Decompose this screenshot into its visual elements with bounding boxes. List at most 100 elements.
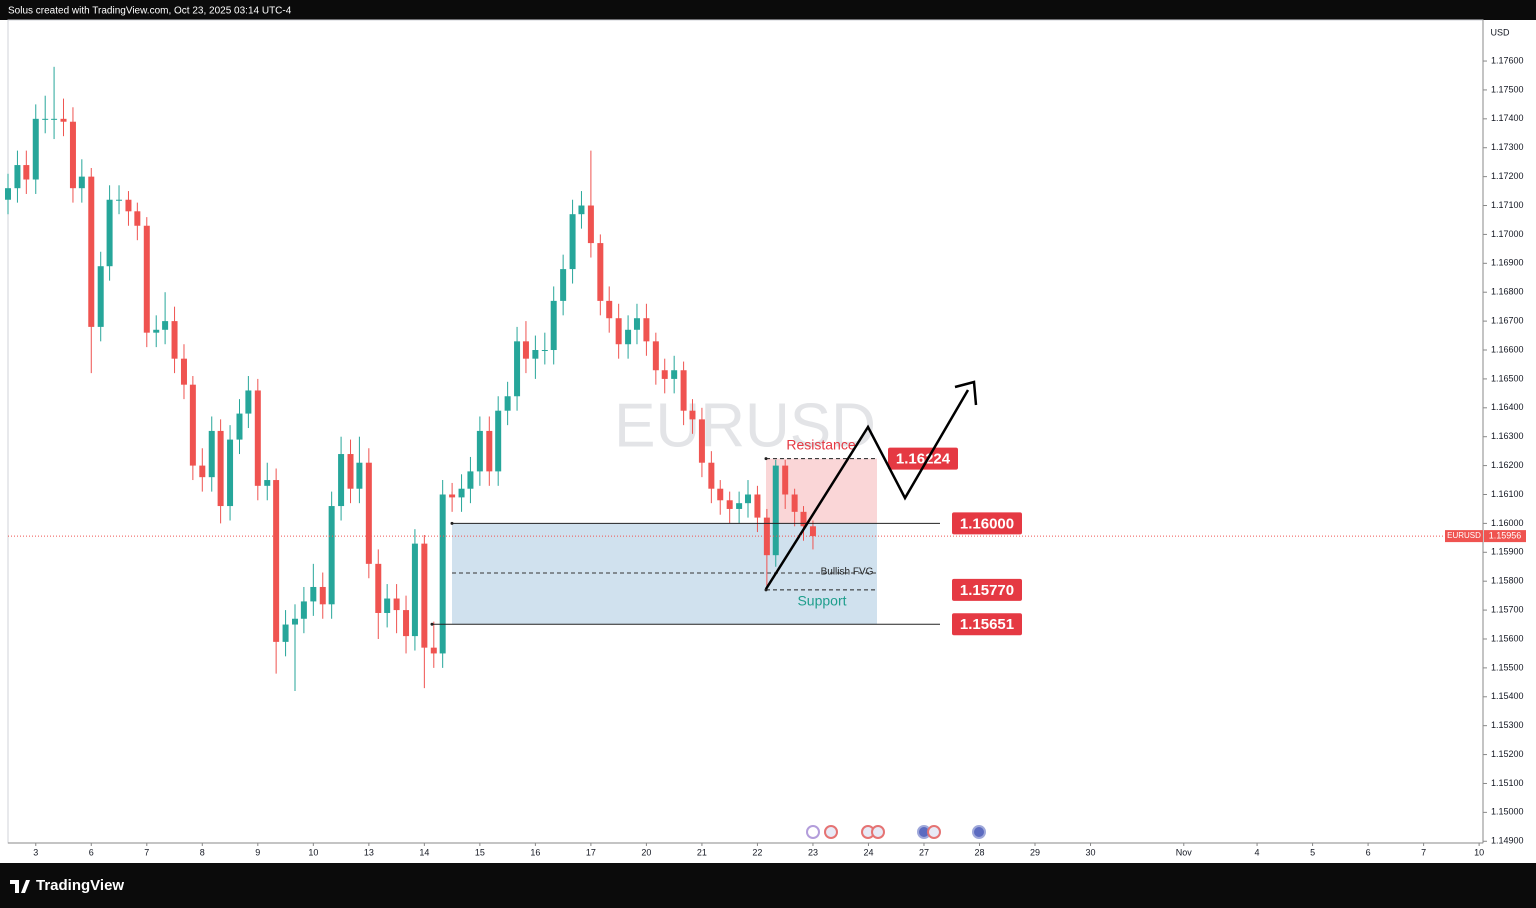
candle-body <box>522 341 529 359</box>
x-tick-label: 7 <box>144 847 149 857</box>
y-tick-label: 1.17100 <box>1491 200 1524 210</box>
candle-body <box>661 370 668 379</box>
level-label: 1.15770 <box>960 582 1014 599</box>
candle-body <box>217 430 224 507</box>
candle-body <box>625 329 632 345</box>
price-tag-box <box>1484 530 1526 543</box>
y-tick-label: 1.15000 <box>1491 807 1524 817</box>
y-tick-label: 1.17400 <box>1491 113 1524 123</box>
candle-body <box>310 586 317 602</box>
resistance-label: Resistance <box>786 437 855 453</box>
candle-body <box>615 318 622 345</box>
candle-body <box>319 586 326 605</box>
footer-bar <box>0 863 1536 908</box>
candle-body <box>782 465 789 495</box>
candle-body <box>736 503 743 509</box>
level-label-box <box>952 578 1022 601</box>
candle-body <box>328 506 335 605</box>
x-tick-label: 28 <box>974 847 984 857</box>
candle-body <box>744 494 751 504</box>
candle-body <box>23 165 30 180</box>
candle-body <box>375 563 382 613</box>
support-zone <box>452 523 877 625</box>
y-tick-label: 1.17200 <box>1491 171 1524 181</box>
y-tick-label: 1.17300 <box>1491 142 1524 152</box>
x-tick-label: 21 <box>697 847 707 857</box>
brand-logo <box>10 880 30 893</box>
level-anchor <box>430 622 434 626</box>
x-tick-label: 16 <box>530 847 540 857</box>
candle-body <box>14 165 21 189</box>
plot-area <box>7 19 1484 844</box>
y-tick-label: 1.15900 <box>1491 547 1524 557</box>
candle-body <box>754 494 761 518</box>
candle-body <box>486 430 493 472</box>
candle-body <box>587 205 594 244</box>
candle-body <box>227 439 234 507</box>
candle-body <box>32 118 39 180</box>
candle-body <box>597 243 604 301</box>
y-tick-label: 1.14900 <box>1491 836 1524 846</box>
candle-body <box>633 318 640 330</box>
level-label: 1.16224 <box>896 451 951 468</box>
y-tick-label: 1.17600 <box>1491 55 1524 65</box>
y-tick-label: 1.16000 <box>1491 518 1524 528</box>
y-tick-label: 1.17000 <box>1491 229 1524 239</box>
candle-body <box>347 454 354 489</box>
header-bar <box>0 0 1536 20</box>
candle-body <box>772 465 779 556</box>
candle-body <box>680 370 687 411</box>
candle-body <box>245 390 252 414</box>
candle-body <box>476 430 483 472</box>
candle-body <box>800 511 807 527</box>
candle-body <box>365 462 372 564</box>
x-tick-label: 9 <box>255 847 260 857</box>
x-tick-label: 10 <box>1474 847 1484 857</box>
y-tick-label: 1.15500 <box>1491 662 1524 672</box>
candle-body <box>541 350 548 352</box>
x-tick-label: 14 <box>419 847 429 857</box>
candle-body <box>717 488 724 501</box>
candle-body <box>430 647 437 654</box>
candle-body <box>143 225 150 333</box>
candle-body <box>5 188 11 200</box>
level-anchor <box>450 521 454 525</box>
candle-body <box>403 610 410 637</box>
candle-body <box>532 350 539 359</box>
y-tick-label: 1.16900 <box>1491 258 1524 268</box>
candle-body <box>254 390 261 486</box>
y-tick-label: 1.15200 <box>1491 749 1524 759</box>
candle-body <box>97 266 104 327</box>
candle-body <box>162 321 169 330</box>
x-tick-label: 13 <box>364 847 374 857</box>
projection-arrowhead <box>954 380 978 406</box>
candle-body <box>578 205 585 215</box>
level-label-box <box>888 447 958 470</box>
x-tick-label: 4 <box>1255 847 1260 857</box>
candle-body <box>726 500 733 509</box>
x-tick-label: 23 <box>808 847 818 857</box>
candle-body <box>292 618 299 625</box>
y-tick-label: 1.15100 <box>1491 778 1524 788</box>
level-label: 1.16000 <box>960 515 1014 532</box>
y-tick-label: 1.17500 <box>1491 84 1524 94</box>
y-tick-label: 1.15400 <box>1491 691 1524 701</box>
candle-body <box>282 624 289 642</box>
level-label: 1.15651 <box>960 616 1014 633</box>
symbol-tag-box <box>1445 530 1483 543</box>
price-tag: 1.15956 <box>1489 530 1522 540</box>
candle-body <box>791 494 798 512</box>
event-icons <box>806 825 986 839</box>
candle-body <box>78 176 85 189</box>
candle-body <box>171 321 178 359</box>
y-tick-label: 1.15600 <box>1491 633 1524 643</box>
x-tick-label: 6 <box>89 847 94 857</box>
symbol-tag: EURUSD <box>1447 531 1481 540</box>
x-tick-label: 6 <box>1366 847 1371 857</box>
y-tick-label: 1.16100 <box>1491 489 1524 499</box>
candle-body <box>134 211 141 226</box>
candle-body <box>51 118 58 120</box>
y-tick-label: 1.16700 <box>1491 315 1524 325</box>
